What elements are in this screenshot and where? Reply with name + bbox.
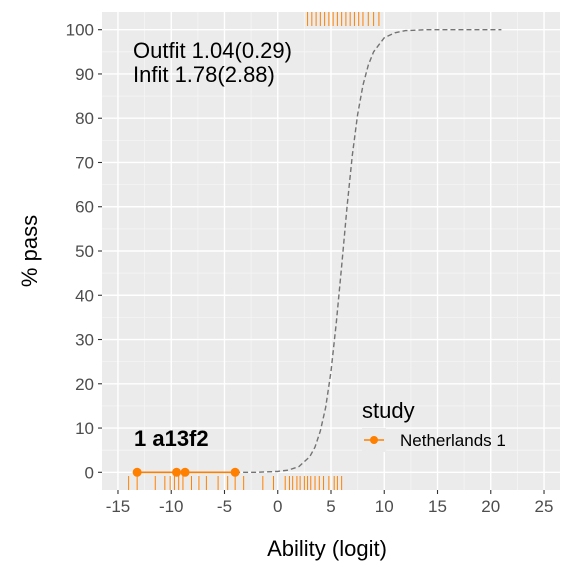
model-curve — [235, 29, 502, 473]
x-tick-label: -15 — [106, 497, 131, 516]
y-tick-label: 0 — [85, 463, 94, 482]
series-point — [172, 467, 182, 477]
y-tick-label: 40 — [75, 286, 94, 305]
x-tick-label: 20 — [481, 497, 500, 516]
y-tick-label: 10 — [75, 419, 94, 438]
series-point — [180, 467, 190, 477]
x-axis-title: Ability (logit) — [267, 536, 387, 561]
x-tick-label: 15 — [428, 497, 447, 516]
x-tick-label: 5 — [326, 497, 335, 516]
x-tick-label: 0 — [273, 497, 282, 516]
y-tick-label: 50 — [75, 242, 94, 261]
y-tick-label: 80 — [75, 109, 94, 128]
outfit-annotation: Outfit 1.04(0.29) — [133, 38, 292, 63]
x-tick-label: 10 — [375, 497, 394, 516]
x-tick-label: 25 — [535, 497, 554, 516]
y-axis-title: % pass — [17, 215, 42, 287]
legend-label: Netherlands 1 — [400, 431, 506, 450]
y-tick-label: 70 — [75, 153, 94, 172]
legend-title: study — [362, 398, 415, 423]
item-label: 1 a13f2 — [134, 426, 209, 451]
y-axis-ticks: 0 10 20 30 40 50 60 70 80 90 100 — [66, 21, 102, 482]
x-tick-label: -10 — [159, 497, 184, 516]
x-tick-label: -5 — [217, 497, 232, 516]
series-layer — [132, 467, 240, 477]
x-axis-ticks: -15 -10 -5 0 5 10 15 20 25 — [106, 490, 554, 516]
y-tick-label: 100 — [66, 21, 94, 40]
y-tick-label: 20 — [75, 375, 94, 394]
y-tick-label: 30 — [75, 331, 94, 350]
infit-annotation: Infit 1.78(2.88) — [133, 62, 275, 87]
series-point — [230, 467, 240, 477]
y-tick-label: 60 — [75, 198, 94, 217]
y-tick-label: 90 — [75, 65, 94, 84]
legend-key-point — [370, 436, 378, 444]
rugs — [128, 12, 380, 490]
legend: study Netherlands 1 — [362, 398, 506, 452]
series-point — [132, 467, 142, 477]
